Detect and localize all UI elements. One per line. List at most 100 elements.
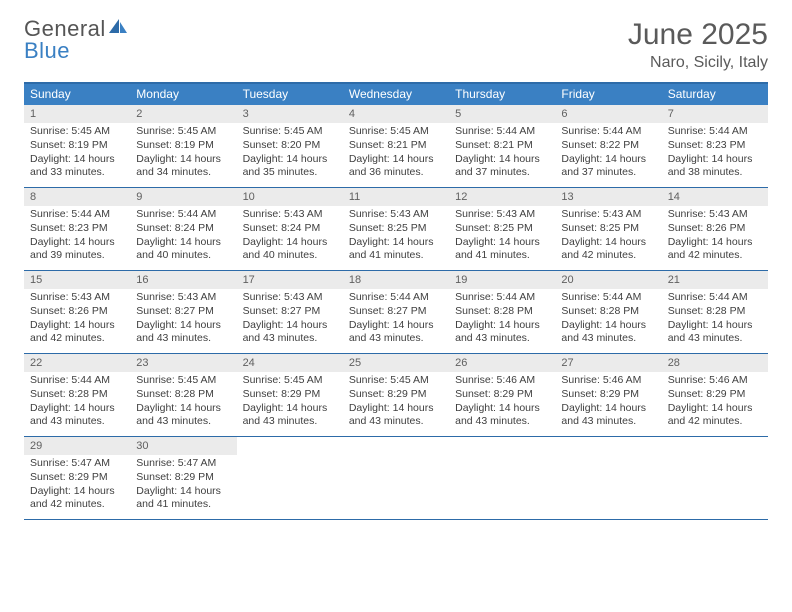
day-line: Sunset: 8:19 PM — [136, 139, 230, 153]
dow-wednesday: Wednesday — [343, 84, 449, 105]
day-line: and 42 minutes. — [561, 249, 655, 263]
location-text: Naro, Sicily, Italy — [628, 54, 768, 72]
day-line: Sunset: 8:25 PM — [349, 222, 443, 236]
day-cell: 25Sunrise: 5:45 AMSunset: 8:29 PMDayligh… — [343, 354, 449, 436]
day-line: Sunset: 8:27 PM — [243, 305, 337, 319]
day-number: 10 — [237, 188, 343, 206]
day-number: 28 — [662, 354, 768, 372]
day-cell: 4Sunrise: 5:45 AMSunset: 8:21 PMDaylight… — [343, 105, 449, 187]
day-line: Sunset: 8:26 PM — [30, 305, 124, 319]
day-line: Sunset: 8:29 PM — [243, 388, 337, 402]
day-number: 18 — [343, 271, 449, 289]
day-line: Sunrise: 5:44 AM — [668, 125, 762, 139]
day-info: Sunrise: 5:47 AMSunset: 8:29 PMDaylight:… — [24, 455, 130, 516]
day-line: and 42 minutes. — [30, 332, 124, 346]
day-line: Sunrise: 5:45 AM — [243, 374, 337, 388]
day-info: Sunrise: 5:44 AMSunset: 8:21 PMDaylight:… — [449, 123, 555, 184]
day-line: Sunrise: 5:44 AM — [455, 125, 549, 139]
dow-thursday: Thursday — [449, 84, 555, 105]
day-cell: 21Sunrise: 5:44 AMSunset: 8:28 PMDayligh… — [662, 271, 768, 353]
day-line: and 37 minutes. — [561, 166, 655, 180]
day-line: Sunrise: 5:43 AM — [243, 208, 337, 222]
day-cell-empty — [237, 437, 343, 519]
day-cell: 22Sunrise: 5:44 AMSunset: 8:28 PMDayligh… — [24, 354, 130, 436]
day-cell: 19Sunrise: 5:44 AMSunset: 8:28 PMDayligh… — [449, 271, 555, 353]
day-cell-empty — [343, 437, 449, 519]
day-line: Sunrise: 5:44 AM — [30, 374, 124, 388]
day-line: and 43 minutes. — [349, 332, 443, 346]
day-line: and 41 minutes. — [349, 249, 443, 263]
day-line: Sunset: 8:26 PM — [668, 222, 762, 236]
day-line: and 43 minutes. — [668, 332, 762, 346]
day-line: Daylight: 14 hours — [561, 153, 655, 167]
day-line: Sunset: 8:29 PM — [561, 388, 655, 402]
day-line: Sunrise: 5:45 AM — [136, 374, 230, 388]
day-line: Sunset: 8:19 PM — [30, 139, 124, 153]
day-line: Daylight: 14 hours — [455, 153, 549, 167]
day-line: Sunrise: 5:43 AM — [561, 208, 655, 222]
day-line: Daylight: 14 hours — [668, 153, 762, 167]
day-info: Sunrise: 5:44 AMSunset: 8:28 PMDaylight:… — [555, 289, 661, 350]
day-number: 21 — [662, 271, 768, 289]
day-info: Sunrise: 5:47 AMSunset: 8:29 PMDaylight:… — [130, 455, 236, 516]
day-cell-empty — [555, 437, 661, 519]
day-line: Daylight: 14 hours — [455, 319, 549, 333]
day-line: and 43 minutes. — [455, 332, 549, 346]
logo: General Blue — [24, 18, 128, 62]
day-line: Daylight: 14 hours — [136, 402, 230, 416]
day-cell: 30Sunrise: 5:47 AMSunset: 8:29 PMDayligh… — [130, 437, 236, 519]
day-line: Daylight: 14 hours — [668, 402, 762, 416]
day-info: Sunrise: 5:45 AMSunset: 8:19 PMDaylight:… — [24, 123, 130, 184]
day-line: Sunrise: 5:44 AM — [349, 291, 443, 305]
day-line: Sunrise: 5:43 AM — [349, 208, 443, 222]
day-line: Sunset: 8:29 PM — [30, 471, 124, 485]
day-line: Daylight: 14 hours — [243, 319, 337, 333]
day-number: 20 — [555, 271, 661, 289]
day-line: Daylight: 14 hours — [136, 319, 230, 333]
day-number: 17 — [237, 271, 343, 289]
day-info: Sunrise: 5:44 AMSunset: 8:28 PMDaylight:… — [449, 289, 555, 350]
header: General Blue June 2025 Naro, Sicily, Ita… — [24, 18, 768, 72]
day-line: and 39 minutes. — [30, 249, 124, 263]
day-line: and 37 minutes. — [455, 166, 549, 180]
day-cell: 6Sunrise: 5:44 AMSunset: 8:22 PMDaylight… — [555, 105, 661, 187]
day-line: and 43 minutes. — [455, 415, 549, 429]
day-line: Daylight: 14 hours — [668, 319, 762, 333]
day-number: 12 — [449, 188, 555, 206]
dow-sunday: Sunday — [24, 84, 130, 105]
day-number: 16 — [130, 271, 236, 289]
day-cell: 11Sunrise: 5:43 AMSunset: 8:25 PMDayligh… — [343, 188, 449, 270]
day-line: Sunset: 8:25 PM — [455, 222, 549, 236]
day-number: 25 — [343, 354, 449, 372]
day-cell: 3Sunrise: 5:45 AMSunset: 8:20 PMDaylight… — [237, 105, 343, 187]
day-line: Sunrise: 5:44 AM — [561, 291, 655, 305]
day-line: Sunset: 8:27 PM — [136, 305, 230, 319]
day-number: 22 — [24, 354, 130, 372]
day-number: 1 — [24, 105, 130, 123]
week-row: 1Sunrise: 5:45 AMSunset: 8:19 PMDaylight… — [24, 105, 768, 188]
day-cell: 13Sunrise: 5:43 AMSunset: 8:25 PMDayligh… — [555, 188, 661, 270]
day-number: 8 — [24, 188, 130, 206]
day-info: Sunrise: 5:45 AMSunset: 8:19 PMDaylight:… — [130, 123, 236, 184]
day-line: Daylight: 14 hours — [30, 485, 124, 499]
day-cell: 7Sunrise: 5:44 AMSunset: 8:23 PMDaylight… — [662, 105, 768, 187]
day-line: Daylight: 14 hours — [455, 236, 549, 250]
day-cell: 27Sunrise: 5:46 AMSunset: 8:29 PMDayligh… — [555, 354, 661, 436]
week-row: 22Sunrise: 5:44 AMSunset: 8:28 PMDayligh… — [24, 354, 768, 437]
day-line: and 40 minutes. — [136, 249, 230, 263]
day-line: Sunset: 8:29 PM — [668, 388, 762, 402]
day-line: Sunset: 8:23 PM — [30, 222, 124, 236]
day-number: 13 — [555, 188, 661, 206]
day-line: Daylight: 14 hours — [561, 236, 655, 250]
day-line: Daylight: 14 hours — [349, 153, 443, 167]
day-line: Daylight: 14 hours — [349, 402, 443, 416]
day-cell: 5Sunrise: 5:44 AMSunset: 8:21 PMDaylight… — [449, 105, 555, 187]
calendar: SundayMondayTuesdayWednesdayThursdayFrid… — [24, 82, 768, 520]
day-cell: 29Sunrise: 5:47 AMSunset: 8:29 PMDayligh… — [24, 437, 130, 519]
dow-friday: Friday — [555, 84, 661, 105]
day-line: Sunset: 8:21 PM — [349, 139, 443, 153]
day-info: Sunrise: 5:44 AMSunset: 8:27 PMDaylight:… — [343, 289, 449, 350]
day-line: Daylight: 14 hours — [455, 402, 549, 416]
day-number: 9 — [130, 188, 236, 206]
day-line: Sunrise: 5:45 AM — [30, 125, 124, 139]
